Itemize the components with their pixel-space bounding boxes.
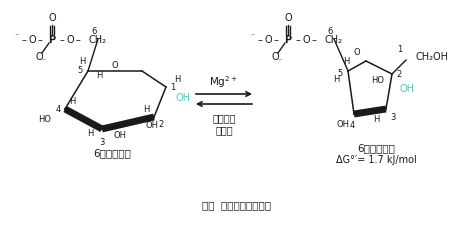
- Text: ΔG°′= 1.7 kJ/mol: ΔG°′= 1.7 kJ/mol: [336, 154, 416, 164]
- Text: P: P: [284, 35, 292, 45]
- Text: O: O: [35, 52, 43, 62]
- Text: O: O: [284, 13, 292, 23]
- Text: OH: OH: [114, 131, 127, 140]
- Text: CH₂: CH₂: [89, 35, 107, 45]
- Text: CH₂OH: CH₂OH: [416, 52, 449, 62]
- Text: –: –: [273, 35, 278, 45]
- Text: H: H: [88, 129, 94, 138]
- Text: H: H: [144, 105, 150, 114]
- Text: H: H: [374, 115, 380, 124]
- Text: 3: 3: [100, 137, 105, 146]
- Text: 1: 1: [397, 44, 402, 53]
- Text: 2: 2: [396, 70, 401, 79]
- Text: HO: HO: [371, 76, 384, 85]
- Text: CH₂: CH₂: [325, 35, 343, 45]
- Text: –: –: [296, 35, 301, 45]
- Text: 5: 5: [338, 69, 343, 78]
- Text: H: H: [334, 75, 340, 84]
- Text: P: P: [48, 35, 55, 45]
- Text: O: O: [48, 13, 56, 23]
- Text: 磷酸己糖
异构酶: 磷酸己糖 异构酶: [212, 112, 236, 135]
- Text: –: –: [60, 35, 64, 45]
- Text: O: O: [264, 35, 272, 45]
- Text: OH: OH: [337, 120, 350, 129]
- Text: OH: OH: [176, 93, 191, 103]
- Text: 3: 3: [390, 112, 395, 121]
- Text: ⁻: ⁻: [251, 31, 255, 40]
- Text: 6: 6: [328, 26, 333, 35]
- Text: –: –: [257, 35, 263, 45]
- Text: H: H: [80, 57, 86, 66]
- Text: OH: OH: [146, 121, 158, 130]
- Text: O: O: [271, 52, 279, 62]
- Text: –: –: [37, 35, 43, 45]
- Text: 6－磷酸葡糖: 6－磷酸葡糖: [93, 147, 131, 157]
- Text: O: O: [28, 35, 36, 45]
- Text: H: H: [69, 97, 75, 106]
- Text: –: –: [21, 35, 27, 45]
- Text: ⁻: ⁻: [277, 56, 281, 65]
- Text: 图：  磷酸葡糖的异构化: 图： 磷酸葡糖的异构化: [202, 199, 272, 209]
- Text: O: O: [66, 35, 74, 45]
- Text: 4: 4: [56, 105, 61, 114]
- Text: 6: 6: [91, 26, 97, 35]
- Text: O: O: [354, 48, 360, 57]
- Text: OH: OH: [400, 84, 415, 94]
- Text: 5: 5: [78, 66, 83, 75]
- Text: –: –: [311, 35, 317, 45]
- Text: O: O: [112, 61, 118, 70]
- Text: 1: 1: [170, 83, 175, 92]
- Text: –: –: [75, 35, 81, 45]
- Text: O: O: [302, 35, 310, 45]
- Text: H: H: [174, 75, 181, 84]
- Text: H: H: [343, 57, 349, 66]
- Text: ⁻: ⁻: [15, 31, 19, 40]
- Text: 4: 4: [349, 120, 355, 129]
- Text: Mg$^{2+}$: Mg$^{2+}$: [210, 74, 238, 90]
- Text: H: H: [96, 71, 102, 80]
- Text: ⁻: ⁻: [41, 56, 45, 65]
- Text: 6－磷酸果糖: 6－磷酸果糖: [357, 142, 395, 152]
- Text: HO: HO: [38, 115, 51, 124]
- Text: 2: 2: [158, 120, 163, 128]
